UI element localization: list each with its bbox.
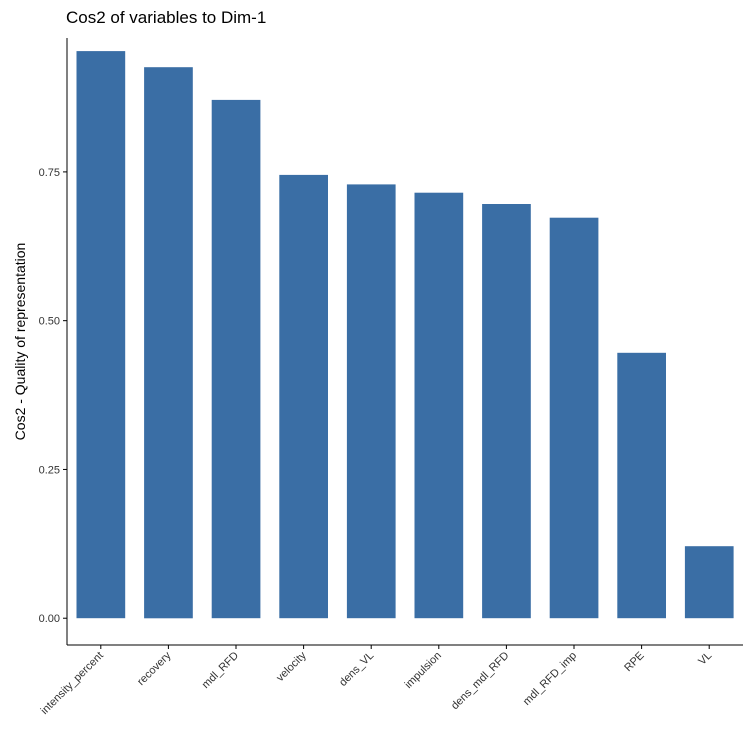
- x-tick-label: mdl_RFD: [200, 650, 241, 691]
- bar-recovery: [144, 67, 193, 619]
- y-tick-label: 0.50: [39, 316, 60, 328]
- y-tick-label: 0.75: [39, 167, 60, 179]
- bar-intensity_percent: [76, 51, 126, 619]
- y-tick-label: 0.00: [39, 613, 60, 625]
- x-tick-label: recovery: [135, 649, 174, 688]
- y-tick-label: 0.25: [39, 464, 60, 476]
- y-axis-title: Cos2 - Quality of representation: [12, 243, 28, 441]
- bar-dens_VL: [346, 184, 396, 619]
- x-tick-label: velocity: [274, 649, 309, 684]
- y-axis-ticks: 0.00 0.25 0.50 0.75: [39, 167, 67, 625]
- bar-velocity: [279, 174, 328, 619]
- x-tick-label: dens_VL: [337, 650, 376, 689]
- x-axis-ticks: intensity_percent recovery mdl_RFD velocity…: [39, 645, 714, 717]
- x-tick-label: impulsion: [403, 650, 444, 691]
- bars-group: [76, 51, 734, 619]
- bar-VL: [684, 546, 734, 619]
- bar-mdl_RFD_imp: [549, 217, 599, 619]
- chart-title: Cos2 of variables to Dim-1: [66, 8, 267, 27]
- x-tick-label: VL: [696, 650, 714, 668]
- bar-dens_mdl_RFD: [482, 204, 531, 619]
- bar-impulsion: [414, 192, 464, 619]
- bar-RPE: [617, 352, 666, 619]
- x-tick-label: mdl_RFD_imp: [521, 650, 579, 708]
- x-tick-label: dens_mdl_RFD: [449, 650, 512, 713]
- bar-mdl_RFD: [211, 99, 261, 619]
- x-tick-label: intensity_percent: [39, 650, 106, 717]
- x-tick-label: RPE: [622, 650, 646, 674]
